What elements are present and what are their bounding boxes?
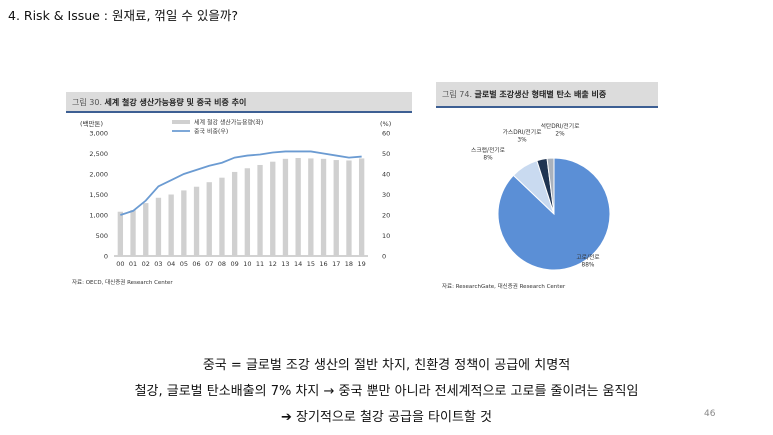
x-tick-label: 07 — [205, 260, 213, 268]
summary-line-1: 중국 = 글로벌 조강 생산의 절반 차지, 친환경 정책이 공급에 치명적 — [202, 358, 571, 373]
x-tick-label: 08 — [218, 260, 226, 268]
capacity-bar — [206, 182, 212, 256]
page-number: 46 — [704, 409, 716, 419]
y2-tick-label: 60 — [382, 130, 390, 138]
figure-74-header: 그림 74. 글로벌 조강생산 형태별 탄소 배출 비중 — [436, 82, 658, 108]
figure-30-header: 그림 30. 세계 철강 생산가능용량 및 중국 비중 추이 — [66, 92, 412, 113]
x-tick-label: 15 — [307, 260, 315, 268]
pie-slice — [546, 157, 555, 215]
x-tick-label: 09 — [231, 260, 239, 268]
legend-label-capacity: 세계 철강 생산가능용량(좌) — [194, 119, 263, 127]
pie-label-value: 88% — [582, 263, 595, 269]
capacity-bar — [295, 158, 301, 256]
legend-label-china-share: 중국 비중(우) — [194, 128, 228, 136]
x-tick-label: 16 — [319, 260, 327, 268]
x-tick-label: 00 — [116, 260, 124, 268]
figure-74-title: 글로벌 조강생산 형태별 탄소 배출 비중 — [474, 90, 607, 99]
capacity-bar — [143, 203, 149, 256]
emission-pie-chart: 고로/전로 88% 스크랩/전기로 8% 가스DRI/전기로 3% 석탄DRI/전기로 2% — [471, 122, 611, 271]
capacity-bar — [346, 160, 352, 256]
left-axis-unit: (백만톤) — [80, 119, 103, 128]
x-tick-label: 19 — [358, 260, 366, 268]
capacity-bar — [333, 160, 339, 256]
y2-tick-label: 40 — [382, 171, 390, 179]
x-tick-label: 03 — [154, 260, 162, 268]
y-tick-label: 1,500 — [89, 191, 108, 199]
china-share-line — [120, 150, 362, 216]
capacity-bar — [244, 168, 251, 256]
capacity-bar — [358, 158, 365, 256]
figure-74-source: 자료: ResearchGate, 대신증권 Research Center — [442, 284, 566, 290]
capacity-bar — [181, 190, 187, 256]
capacity-chart: (백만톤) (%)05001,0001,5002,0002,5003,000010… — [80, 119, 391, 269]
summary-line-2: 철강, 글로벌 탄소배출의 7% 차지 → 중국 뿐만 아니라 전세계적으로 고… — [134, 384, 639, 399]
pie-label-name: 고로/전로 — [576, 253, 600, 261]
x-tick-label: 17 — [332, 260, 340, 268]
figure-30-title: 세계 철강 생산가능용량 및 중국 비중 추이 — [104, 98, 247, 107]
capacity-bar — [257, 164, 263, 256]
x-tick-label: 11 — [256, 260, 264, 268]
summary-line-3: ➔ 장기적으로 철강 공급을 타이트할 것 — [281, 410, 492, 425]
x-tick-label: 05 — [180, 260, 188, 268]
capacity-bar — [270, 161, 276, 256]
x-tick-label: 14 — [294, 260, 302, 268]
y2-tick-label: 20 — [382, 212, 390, 220]
y-tick-label: 1,000 — [89, 212, 108, 220]
figure-30-number: 그림 30. — [72, 98, 102, 107]
y2-tick-label: 30 — [382, 191, 390, 199]
capacity-bar — [155, 197, 162, 256]
y-tick-label: 3,000 — [89, 130, 108, 138]
x-tick-label: 13 — [281, 260, 289, 268]
y-tick-label: 2,000 — [89, 171, 108, 179]
x-tick-label: 01 — [129, 260, 137, 268]
y2-tick-label: 50 — [382, 150, 390, 158]
x-tick-label: 04 — [167, 260, 175, 268]
y2-tick-label: 10 — [382, 232, 390, 240]
capacity-bar — [282, 158, 289, 256]
x-tick-label: 10 — [243, 260, 251, 268]
y2-tick-label: 0 — [382, 253, 386, 261]
capacity-bar — [130, 210, 136, 256]
capacity-bar — [117, 211, 124, 256]
capacity-bar — [308, 158, 314, 256]
figure-74-number: 그림 74. — [442, 90, 472, 99]
figure-30-source: 자료: OECD, 대신증권 Research Center — [72, 280, 173, 286]
capacity-bar — [219, 177, 225, 256]
capacity-bar — [320, 158, 327, 256]
y-tick-label: 0 — [104, 253, 108, 261]
capacity-bar — [168, 194, 174, 256]
x-tick-label: 02 — [142, 260, 150, 268]
pie-label-value: 2% — [555, 132, 565, 138]
pie-label-name: 스크랩/전기로 — [471, 146, 506, 154]
pie-label-value: 8% — [483, 156, 493, 162]
legend-swatch-capacity — [172, 120, 190, 124]
y-tick-label: 500 — [96, 232, 108, 240]
y-tick-label: 2,500 — [89, 150, 108, 158]
x-tick-label: 12 — [269, 260, 277, 268]
pie-label-value: 3% — [517, 138, 527, 144]
right-axis-unit: (%) — [380, 120, 391, 128]
pie-label-name: 석탄DRI/전기로 — [541, 122, 580, 130]
slide-title: 4. Risk & Issue : 원재료, 꺾일 수 있을까? — [8, 8, 239, 23]
x-tick-label: 06 — [192, 260, 200, 268]
capacity-bar — [231, 171, 238, 256]
x-tick-label: 18 — [345, 260, 353, 268]
pie-label-name: 가스DRI/전기로 — [503, 128, 542, 136]
capacity-bar — [193, 186, 200, 256]
